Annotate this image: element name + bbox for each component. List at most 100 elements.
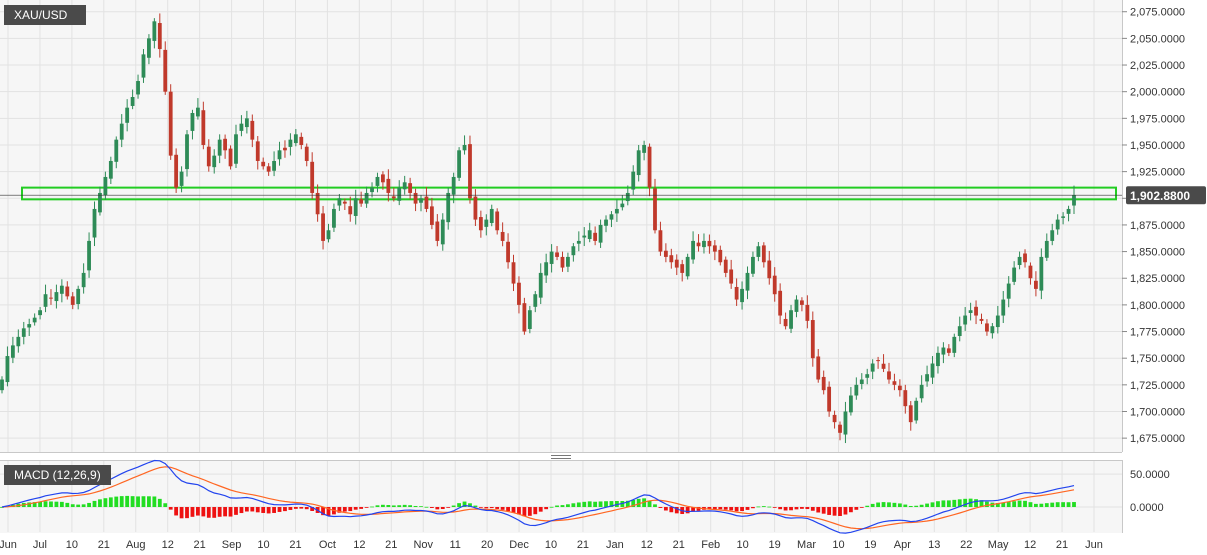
candle-body xyxy=(119,123,124,140)
candle-body xyxy=(1039,256,1044,291)
macd-hist-bar xyxy=(424,506,429,508)
macd-hist-bar xyxy=(663,507,668,511)
y-tick-label: 1,850.0000 xyxy=(1130,247,1185,259)
candle-body xyxy=(566,256,570,267)
macd-hist-bar xyxy=(810,507,815,511)
macd-hist-bar xyxy=(1044,503,1049,508)
candle-body xyxy=(576,240,581,244)
macd-hist-bar xyxy=(228,507,233,517)
candle-body xyxy=(914,400,919,421)
candle-body xyxy=(985,323,989,332)
macd-hist-bar xyxy=(163,503,168,508)
macd-hist-bar xyxy=(27,502,32,508)
macd-hist-bar xyxy=(919,504,924,508)
macd-hist-bar xyxy=(511,507,516,513)
candle-body xyxy=(114,139,119,162)
candle-body xyxy=(908,405,913,423)
candle-body xyxy=(816,356,821,380)
macd-hist-bar xyxy=(963,498,968,508)
candle-body xyxy=(1023,253,1027,263)
candle-body xyxy=(1028,265,1033,279)
macd-hist-bar xyxy=(364,507,369,508)
macd-hist-bar xyxy=(729,507,734,511)
candle-body xyxy=(946,348,951,353)
candle-body xyxy=(92,208,97,238)
candle-body xyxy=(16,336,21,347)
macd-hist-bar xyxy=(43,501,48,508)
candle-body xyxy=(587,230,592,240)
macd-hist-bar xyxy=(892,502,897,508)
candle-body xyxy=(54,292,59,302)
macd-hist-bar xyxy=(250,507,255,512)
candle-body xyxy=(696,242,701,247)
macd-hist-bar xyxy=(957,499,962,508)
pane-splitter[interactable] xyxy=(0,452,1122,461)
splitter-grip-icon[interactable] xyxy=(551,455,571,459)
macd-hist-bar xyxy=(674,507,679,514)
macd-hist-bar xyxy=(391,505,396,508)
candle-body xyxy=(419,198,423,203)
candle-body xyxy=(141,54,146,78)
macd-hist-bar xyxy=(462,501,467,508)
candle-body xyxy=(778,290,783,316)
macd-hist-bar xyxy=(772,507,777,508)
candle-body xyxy=(108,160,113,179)
x-tick-label: 22 xyxy=(960,539,972,551)
candle-body xyxy=(397,187,402,201)
macd-pane[interactable] xyxy=(0,460,1123,533)
macd-hist-bar xyxy=(212,507,217,518)
candle-body xyxy=(244,118,249,128)
macd-hist-bar xyxy=(941,500,946,508)
macd-hist-bar xyxy=(631,499,636,508)
candle-body xyxy=(604,219,608,226)
macd-hist-bar xyxy=(582,501,587,508)
x-tick-label: Nov xyxy=(413,539,433,551)
resistance-zone[interactable] xyxy=(21,186,1117,201)
macd-hist-bar xyxy=(745,507,750,510)
candle-body xyxy=(740,288,744,303)
candle-body xyxy=(98,192,102,213)
price-pane[interactable] xyxy=(0,0,1123,452)
candle-body xyxy=(952,336,957,353)
x-tick-label: May xyxy=(988,539,1009,551)
candle-body xyxy=(538,272,543,298)
macd-hist-bar xyxy=(1061,502,1066,508)
macd-hist-bar xyxy=(555,505,559,508)
x-tick-label: 10 xyxy=(545,539,557,551)
macd-hist-bar xyxy=(304,507,309,510)
macd-hist-bar xyxy=(337,507,342,513)
macd-hist-bar xyxy=(473,505,478,508)
candle-body xyxy=(304,146,309,161)
macd-hist-bar xyxy=(234,507,238,515)
last-price-badge xyxy=(1126,186,1206,205)
x-tick-label: 12 xyxy=(353,539,365,551)
candle-body xyxy=(147,38,151,58)
macd-hist-bar xyxy=(696,507,701,511)
candle-body xyxy=(1072,195,1076,206)
candle-body xyxy=(544,262,549,276)
macd-hist-bar xyxy=(609,501,614,508)
candle-body xyxy=(163,49,168,92)
macd-hist-bar xyxy=(272,507,276,513)
macd-hist-bar xyxy=(925,503,929,508)
macd-signal-line xyxy=(1,466,1075,530)
candle-body xyxy=(663,250,668,257)
macd-hist-bar xyxy=(413,505,418,508)
macd-hist-bar xyxy=(669,507,674,513)
candle-body xyxy=(21,328,26,337)
x-tick-label: Feb xyxy=(701,539,720,551)
macd-hist-bar xyxy=(98,499,102,508)
macd-hist-bar xyxy=(685,507,690,514)
macd-hist-bar xyxy=(865,505,870,508)
macd-hist-bar xyxy=(522,507,527,517)
x-tick-label: 21 xyxy=(194,539,206,551)
macd-hist-bar xyxy=(370,506,374,508)
macd-hist-bar xyxy=(54,501,59,508)
candle-body xyxy=(495,211,500,231)
macd-hist-bar xyxy=(707,507,712,510)
candle-body xyxy=(968,310,973,313)
x-tick-label: 21 xyxy=(1056,539,1068,551)
macd-hist-bar xyxy=(734,507,739,512)
candle-body xyxy=(468,144,472,199)
